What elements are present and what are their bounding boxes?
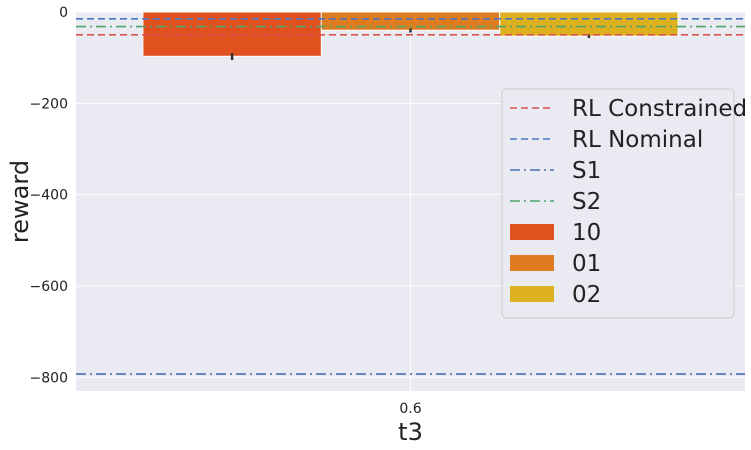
legend-label: 02 (572, 282, 601, 308)
x-tick-label: 0.6 (399, 401, 421, 417)
legend-label: RL Nominal (572, 127, 703, 153)
reference-lines (76, 18, 745, 375)
bar-02 (499, 11, 679, 37)
legend-swatch (510, 286, 554, 302)
y-tick-label: −600 (30, 279, 68, 295)
legend-swatch (510, 255, 554, 271)
x-tick-labels: 0.6 (399, 401, 421, 417)
legend: RL Constrained RL Nominal S1 S2 10 01 02 (501, 88, 747, 319)
y-tick-labels: 0 −200 −400 −600 −800 (30, 5, 68, 386)
legend-swatch (510, 224, 554, 240)
y-tick-label: 0 (59, 5, 68, 21)
legend-label: 01 (572, 251, 601, 277)
legend-label: RL Constrained (572, 96, 747, 122)
legend-label: 10 (572, 220, 601, 246)
y-axis-label: reward (6, 160, 34, 243)
x-axis-label: t3 (398, 418, 423, 446)
legend-box (501, 88, 735, 319)
y-tick-label: −400 (30, 188, 68, 204)
y-tick-label: −200 (30, 96, 68, 112)
legend-label: S2 (572, 189, 601, 215)
y-tick-label: −800 (30, 370, 68, 386)
bar-01 (320, 11, 501, 31)
legend-label: S1 (572, 158, 601, 184)
